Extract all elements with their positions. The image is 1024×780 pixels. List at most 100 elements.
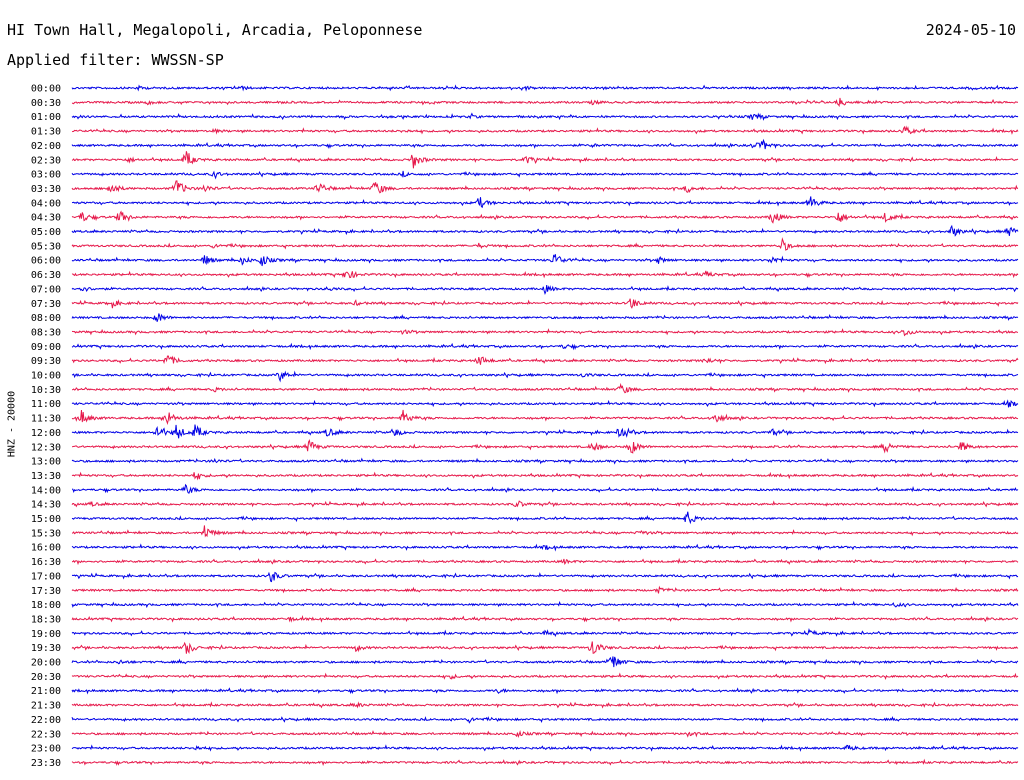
time-tick-label: 15:00: [31, 514, 61, 525]
time-tick-label: 22:30: [31, 729, 61, 740]
trace-row-0330: [71, 180, 1019, 194]
trace-row-2030: [71, 672, 1019, 680]
time-tick-label: 16:30: [31, 557, 61, 568]
time-tick-label: 20:00: [31, 658, 61, 669]
trace-row-0730: [71, 298, 1019, 309]
tick-label-group: 00:00 00:30 01:00 01:30 02:00 02:30 03:00 03:30…: [31, 84, 61, 769]
trace-row-0200: [71, 138, 1019, 150]
trace-row-0500: [71, 224, 1019, 237]
time-tick-label: 19:30: [31, 643, 61, 654]
time-tick-label: 13:30: [31, 471, 61, 482]
time-tick-label: 14:30: [31, 500, 61, 511]
time-tick-label: 15:30: [31, 528, 61, 539]
trace-row-0630: [71, 270, 1019, 279]
time-tick-label: 02:30: [31, 155, 61, 166]
trace-row-0600: [71, 254, 1019, 267]
time-tick-label: 23:30: [31, 758, 61, 769]
trace-row-1730: [71, 585, 1019, 594]
trace-row-1400: [71, 483, 1019, 494]
trace-row-2130: [71, 701, 1019, 709]
trace-row-2230: [71, 730, 1019, 739]
time-tick-label: 04:00: [31, 198, 61, 209]
trace-row-2200: [71, 715, 1019, 724]
trace-row-0230: [71, 151, 1019, 169]
trace-row-1030: [71, 382, 1019, 394]
trace-row-0900: [71, 342, 1019, 351]
time-tick-label: 14:00: [31, 485, 61, 496]
trace-row-2000: [71, 656, 1019, 668]
trace-row-1500: [71, 511, 1019, 525]
time-tick-label: 16:00: [31, 543, 61, 554]
trace-row-2330: [71, 758, 1019, 766]
trace-row-0800: [71, 313, 1019, 322]
time-tick-label: 21:00: [31, 686, 61, 697]
trace-row-1530: [71, 525, 1019, 538]
time-tick-label: 22:00: [31, 715, 61, 726]
time-tick-label: 02:00: [31, 141, 61, 152]
trace-row-0430: [71, 210, 1019, 224]
trace-row-1830: [71, 615, 1019, 623]
trace-row-0130: [71, 125, 1019, 135]
trace-row-1200: [71, 424, 1019, 439]
time-tick-label: 09:30: [31, 356, 61, 367]
time-tick-label: 00:00: [31, 84, 61, 95]
time-tick-label: 19:00: [31, 629, 61, 640]
trace-row-1700: [71, 571, 1019, 583]
trace-row-0000: [71, 84, 1019, 92]
time-tick-label: 06:00: [31, 256, 61, 267]
trace-row-1630: [71, 557, 1019, 566]
time-tick-label: 07:00: [31, 284, 61, 295]
trace-row-0400: [71, 196, 1019, 209]
trace-row-1100: [71, 399, 1019, 408]
trace-row-1930: [71, 641, 1019, 654]
time-tick-label: 03:00: [31, 170, 61, 181]
filter-label: Applied filter: WWSSN-SP: [7, 51, 224, 69]
time-tick-label: 11:00: [31, 399, 61, 410]
trace-row-0300: [71, 170, 1019, 180]
trace-row-1800: [71, 600, 1019, 609]
trace-row-1900: [71, 628, 1019, 637]
trace-row-0930: [71, 355, 1019, 365]
trace-row-0030: [71, 97, 1019, 108]
time-tick-label: 04:30: [31, 213, 61, 224]
time-tick-label: 18:00: [31, 600, 61, 611]
trace-row-0700: [71, 285, 1019, 295]
time-tick-label: 20:30: [31, 672, 61, 683]
trace-row-2300: [71, 744, 1019, 752]
trace-row-1000: [71, 370, 1019, 383]
time-tick-label: 05:30: [31, 241, 61, 252]
time-tick-label: 08:00: [31, 313, 61, 324]
time-tick-label: 08:30: [31, 327, 61, 338]
time-tick-label: 09:00: [31, 342, 61, 353]
trace-row-1330: [71, 471, 1019, 481]
time-tick-label: 21:30: [31, 701, 61, 712]
trace-row-0530: [71, 237, 1019, 251]
trace-row-1130: [71, 409, 1019, 425]
time-tick-label: 23:00: [31, 744, 61, 755]
time-tick-label: 10:00: [31, 371, 61, 382]
trace-row-1600: [71, 543, 1019, 552]
trace-row-2100: [71, 687, 1019, 695]
trace-group: [71, 84, 1019, 766]
station-title: HI Town Hall, Megalopoli, Arcadia, Pelop…: [7, 21, 423, 39]
time-tick-label: 01:30: [31, 127, 61, 138]
time-tick-label: 17:30: [31, 586, 61, 597]
time-tick-label: 03:30: [31, 184, 61, 195]
trace-row-0100: [71, 112, 1019, 121]
time-tick-label: 11:30: [31, 414, 61, 425]
time-tick-label: 06:30: [31, 270, 61, 281]
trace-row-1230: [71, 439, 1019, 454]
time-tick-label: 10:30: [31, 385, 61, 396]
time-tick-label: 01:00: [31, 112, 61, 123]
trace-row-1300: [71, 457, 1019, 465]
time-tick-label: 17:00: [31, 571, 61, 582]
time-tick-label: 18:30: [31, 614, 61, 625]
time-tick-label: 12:30: [31, 442, 61, 453]
time-tick-label: 12:00: [31, 428, 61, 439]
record-date: 2024-05-10: [925, 21, 1016, 39]
time-tick-label: 07:30: [31, 299, 61, 310]
time-tick-label: 00:30: [31, 98, 61, 109]
trace-row-0830: [71, 328, 1019, 337]
time-tick-label: 05:00: [31, 227, 61, 238]
